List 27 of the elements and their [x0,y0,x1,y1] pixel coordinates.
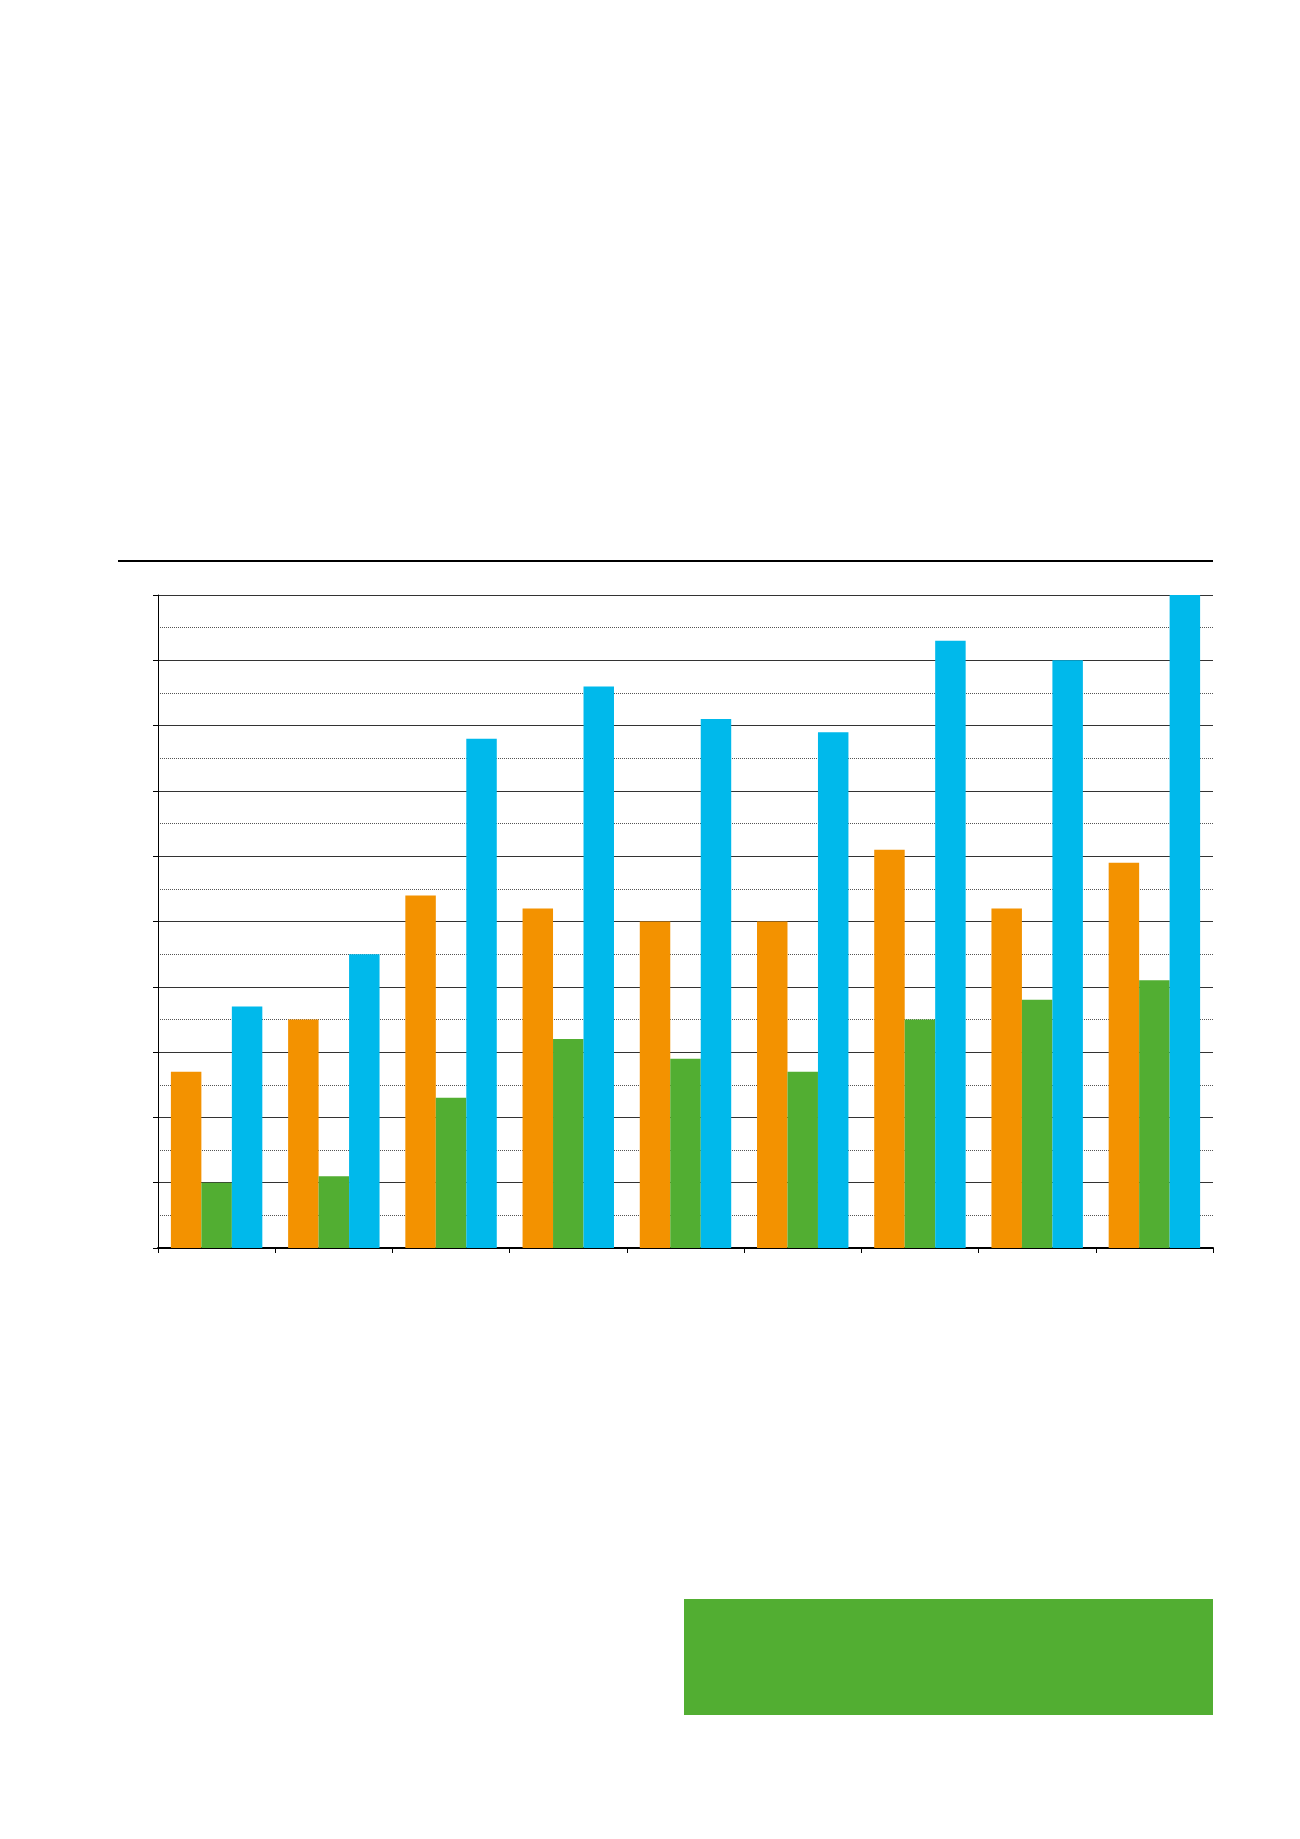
bar [405,895,436,1248]
bar [1052,660,1083,1248]
bar [1169,595,1201,1248]
bar [583,686,614,1248]
bar [935,640,966,1248]
bar [231,1006,263,1248]
bar [817,732,849,1248]
bar [553,1039,584,1248]
bar [670,1058,701,1248]
bar [435,1097,467,1248]
bar [757,921,788,1248]
bar [288,1019,319,1248]
bar [787,1071,818,1248]
bar [201,1182,232,1248]
bar [1139,980,1170,1248]
bar [170,1071,202,1248]
bar [991,908,1022,1248]
bar [318,1176,350,1248]
bar [466,738,497,1248]
bar [639,921,671,1248]
bar [904,1019,936,1248]
bar [349,954,380,1248]
bar [522,908,554,1248]
bar [874,849,905,1248]
bar [1021,999,1053,1248]
bar [1108,862,1140,1248]
bar [700,719,732,1248]
